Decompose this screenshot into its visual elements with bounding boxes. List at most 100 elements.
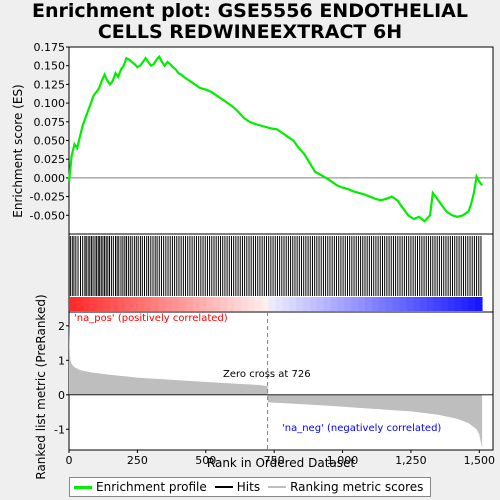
color-bar-segment — [344, 297, 352, 311]
color-bar-segment — [254, 297, 263, 311]
color-bar-segment — [241, 297, 249, 311]
x-tick-label: 750 — [264, 454, 285, 467]
x-tick-label: 500 — [195, 454, 216, 467]
legend-label-metric: Ranking metric scores — [290, 480, 424, 494]
color-bar-segment — [309, 297, 318, 311]
color-bar-segment — [179, 297, 187, 311]
color-bar-segment — [151, 297, 159, 311]
color-bar-segment — [96, 297, 104, 311]
color-bar-segment — [420, 297, 428, 311]
es-y-tick-label: 0.025 — [34, 153, 66, 166]
color-bar-segment — [399, 297, 407, 311]
ranking-metric-area — [69, 322, 483, 449]
es-y-tick-label: -0.025 — [30, 191, 65, 204]
chart-title-line-2: CELLS REDWINEEXTRACT 6H — [97, 21, 403, 43]
color-bar-segment — [433, 297, 442, 311]
es-y-tick-label: 0.050 — [34, 135, 66, 148]
color-bar-segment — [461, 297, 469, 311]
color-bar-segment — [234, 297, 242, 311]
color-bar-segment — [330, 297, 338, 311]
color-bar-segment — [110, 297, 118, 311]
es-y-axis-label: Enrichment score (ES) — [11, 84, 25, 217]
chart-title-line-1: Enrichment plot: GSE5556 ENDOTHELIAL — [32, 0, 468, 22]
es-y-axis: 0.175 0.150 0.125 0.100 0.075 0.050 0.025 0.000… — [30, 41, 69, 222]
color-bar-segment — [186, 297, 194, 311]
color-bar-segment — [89, 297, 98, 311]
color-bar-segment — [75, 297, 84, 311]
color-bar-segment — [103, 297, 111, 311]
color-bar-segment — [268, 297, 277, 311]
color-bar-segment — [158, 297, 166, 311]
legend: Enrichment profile Hits Ranking metric s… — [69, 477, 431, 497]
negative-correlated-label: 'na_neg' (negatively correlated) — [282, 423, 441, 434]
color-bar-segment — [413, 297, 421, 311]
color-bar-segment — [406, 297, 414, 311]
color-bar-segment — [282, 297, 290, 311]
x-tick-label: 0 — [66, 454, 73, 467]
metric-y-axis-label: Ranked list metric (PreRanked) — [34, 294, 48, 479]
color-bar-segment — [213, 297, 221, 311]
x-axis: 0 250 500 750 1,000 1,250 1,500 — [66, 450, 496, 467]
legend-swatch-hits — [214, 486, 233, 488]
color-bar-segment — [82, 297, 91, 311]
es-y-tick-label: 0.150 — [34, 60, 66, 73]
color-bar-segment — [69, 297, 77, 311]
color-bar-segment — [392, 297, 400, 311]
enrichment-panel — [68, 46, 494, 235]
legend-item-metric: Ranking metric scores — [268, 480, 423, 494]
color-bar-segment — [289, 297, 297, 311]
color-bar-segment — [475, 297, 483, 311]
metric-y-tick-label: 2 — [58, 320, 65, 333]
metric-y-tick-label: 0 — [58, 389, 65, 402]
color-bar-segment — [440, 297, 449, 311]
color-bar-segment — [172, 297, 180, 311]
color-bar-segment — [358, 297, 366, 311]
correlation-color-bar — [69, 297, 483, 311]
legend-item-enrichment: Enrichment profile — [74, 480, 207, 494]
metric-y-tick-label: 1 — [58, 354, 65, 367]
enrichment-profile-line — [67, 54, 483, 223]
metric-y-tick-label: -1 — [54, 423, 65, 436]
color-bar-segment — [192, 297, 201, 311]
color-bar-segment — [117, 297, 125, 311]
color-bar-segment — [130, 297, 139, 311]
color-bar-segment — [351, 297, 359, 311]
x-tick-label: 1,500 — [464, 454, 496, 467]
hit-marks — [69, 236, 482, 296]
legend-label-hits: Hits — [236, 480, 261, 494]
color-bar-segment — [447, 297, 456, 311]
color-bar-segment — [261, 297, 270, 311]
x-tick-label: 250 — [127, 454, 148, 467]
color-bar-segment — [227, 297, 235, 311]
x-tick-label: 1,000 — [327, 454, 359, 467]
es-y-tick-label: 0.000 — [34, 172, 66, 185]
color-bar-segment — [378, 297, 387, 311]
x-axis-label: Rank in Ordered Dataset — [207, 456, 355, 470]
es-y-tick-label: 0.100 — [34, 97, 66, 110]
color-bar-segment — [385, 297, 394, 311]
legend-swatch-metric — [268, 486, 287, 488]
legend-item-hits: Hits — [214, 480, 261, 494]
es-y-tick-label: -0.050 — [30, 209, 65, 222]
chart-title: Enrichment plot: GSE5556 ENDOTHELIAL CEL… — [0, 1, 500, 43]
color-bar-segment — [316, 297, 325, 311]
color-bar-segment — [275, 297, 283, 311]
legend-swatch-enrichment — [74, 485, 92, 489]
es-y-tick-label: 0.175 — [34, 41, 66, 54]
positive-correlated-label: 'na_pos' (positively correlated) — [74, 313, 228, 324]
color-bar-segment — [323, 297, 332, 311]
color-bar-segment — [137, 297, 146, 311]
es-y-tick-label: 0.075 — [34, 116, 66, 129]
ranked-metric-panel — [68, 311, 494, 451]
color-bar-segment — [144, 297, 153, 311]
color-bar-segment — [206, 297, 215, 311]
color-bar-segment — [165, 297, 173, 311]
color-bar-segment — [365, 297, 373, 311]
color-bar-segment — [371, 297, 380, 311]
color-bar-segment — [337, 297, 345, 311]
color-bar-segment — [454, 297, 462, 311]
color-bar-segment — [220, 297, 228, 311]
legend-label-enrichment: Enrichment profile — [96, 480, 207, 494]
x-tick-label: 1,250 — [395, 454, 427, 467]
